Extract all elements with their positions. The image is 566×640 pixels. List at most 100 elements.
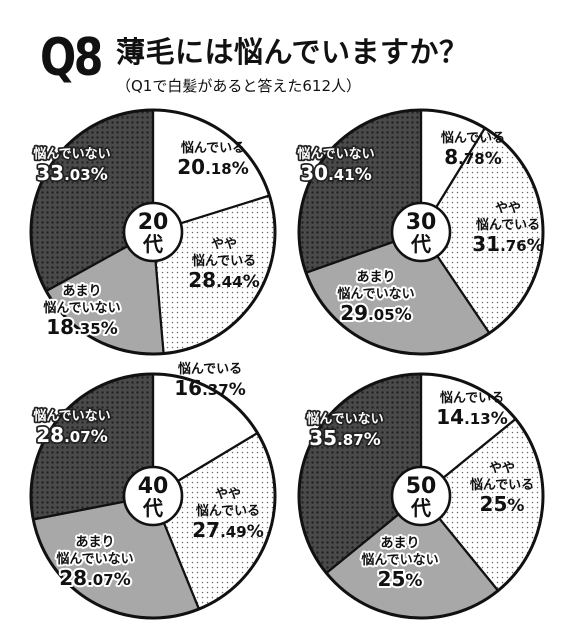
percent-sign: % xyxy=(243,272,260,292)
percent-integer: 8 xyxy=(444,145,458,169)
slice-percent-label: 35.87% xyxy=(309,426,380,450)
slice-category-label: やや xyxy=(211,237,237,252)
center-circle xyxy=(390,201,452,263)
chart-title: 薄毛には悩んでいますか？ xyxy=(116,35,469,69)
percent-sign: % xyxy=(91,165,108,185)
percent-integer: 25 xyxy=(378,567,406,591)
slice-percent-label: 28.07% xyxy=(59,566,130,590)
center-circle xyxy=(122,465,184,527)
percent-decimal: .07 xyxy=(87,571,114,589)
center-circle xyxy=(122,201,184,263)
question-number: Q8 xyxy=(40,28,103,88)
percent-integer: 28 xyxy=(36,423,64,447)
percent-decimal: .07 xyxy=(64,428,91,446)
slice-category-label: 悩んでいる xyxy=(191,253,256,269)
pie-chart-3: 40代悩んでいる16.37%やや悩んでいる27.49%あまり悩んでいない28.0… xyxy=(29,361,277,620)
pie-chart-2: 30代悩んでいる8.78%やや悩んでいる31.76%あまり悩んでいない29.05… xyxy=(295,108,545,356)
percent-integer: 14 xyxy=(436,405,464,429)
percent-decimal: .13 xyxy=(464,410,491,428)
slice-category-label: 悩んでいない xyxy=(55,551,133,567)
slice-category-label: やや xyxy=(495,201,521,216)
slice-category-label: 悩んでいない xyxy=(42,300,120,316)
slice-category-label: 悩んでいない xyxy=(336,286,414,302)
slice-percent-label: 29.05% xyxy=(340,301,411,325)
percent-decimal: .05 xyxy=(368,306,395,324)
percent-decimal: .49 xyxy=(220,523,247,541)
slice-category-label: 悩んでいる xyxy=(469,477,534,493)
slice-percent-label: 18.35% xyxy=(46,315,117,339)
percent-integer: 29 xyxy=(340,301,368,325)
percent-decimal: .44 xyxy=(216,273,243,291)
percent-integer: 35 xyxy=(309,426,337,450)
percent-decimal: .87 xyxy=(337,431,364,449)
percent-sign: % xyxy=(395,305,412,325)
percent-sign: % xyxy=(491,409,508,429)
slice-percent-label: 8.78% xyxy=(444,145,502,169)
percent-sign: % xyxy=(355,165,372,185)
slice-category-label: やや xyxy=(489,461,515,476)
percent-sign: % xyxy=(247,522,264,542)
pie-outline xyxy=(297,372,545,620)
percent-integer: 16 xyxy=(174,376,202,400)
slice-category-label: 悩んでいない xyxy=(305,411,383,427)
slice-category-label: 悩んでいる xyxy=(177,361,242,377)
percent-sign: % xyxy=(91,427,108,447)
center-age: 50 xyxy=(406,474,437,499)
pie-chart-1: 20代悩んでいる20.18%やや悩んでいる28.44%あまり悩んでいない18.3… xyxy=(29,108,277,356)
pie-outline xyxy=(29,372,277,620)
pie-outline xyxy=(297,108,545,356)
center-dai: 代 xyxy=(410,496,431,520)
slice-category-label: 悩んでいない xyxy=(296,146,374,162)
slice-category-label: 悩んでいる xyxy=(195,503,260,519)
slice-category-label: あまり xyxy=(75,535,114,550)
percent-sign: % xyxy=(364,430,381,450)
slice-category-label: 悩んでいる xyxy=(180,140,245,156)
percent-integer: 31 xyxy=(472,232,500,256)
slice-percent-label: 25% xyxy=(378,567,423,591)
center-age: 30 xyxy=(406,210,437,235)
percent-decimal: .03 xyxy=(64,166,91,184)
slice-percent-label: 28.07% xyxy=(36,423,107,447)
center-circle xyxy=(390,465,452,527)
percent-integer: 28 xyxy=(59,566,87,590)
percent-sign: % xyxy=(232,159,249,179)
percent-sign: % xyxy=(507,496,524,516)
slice-percent-label: 30.41% xyxy=(300,161,371,185)
percent-integer: 20 xyxy=(177,155,205,179)
slice-percent-label: 20.18% xyxy=(177,155,248,179)
percent-integer: 33 xyxy=(36,161,64,185)
slice-category-label: 悩んでいる xyxy=(440,130,505,146)
center-dai: 代 xyxy=(142,496,163,520)
slice-percent-label: 27.49% xyxy=(192,518,263,542)
slice-percent-label: 25% xyxy=(480,492,525,516)
chart-subtitle: （Q1で白髪があると答えた612人） xyxy=(116,77,361,95)
slice-category-label: 悩んでいる xyxy=(475,217,540,233)
center-dai: 代 xyxy=(142,232,163,256)
percent-integer: 27 xyxy=(192,518,220,542)
slice-percent-label: 31.76% xyxy=(472,232,543,256)
percent-integer: 28 xyxy=(188,268,216,292)
percent-sign: % xyxy=(114,570,131,590)
slice-category-label: 悩んでいる xyxy=(439,390,504,406)
percent-decimal: .78 xyxy=(458,150,485,168)
percent-sign: % xyxy=(229,380,246,400)
slice-category-label: あまり xyxy=(380,536,419,551)
slice-category-label: 悩んでいない xyxy=(360,552,438,568)
percent-integer: 18 xyxy=(46,315,74,339)
slice-category-label: 悩んでいない xyxy=(32,146,110,162)
percent-sign: % xyxy=(101,319,118,339)
slice-percent-label: 16.37% xyxy=(174,376,245,400)
